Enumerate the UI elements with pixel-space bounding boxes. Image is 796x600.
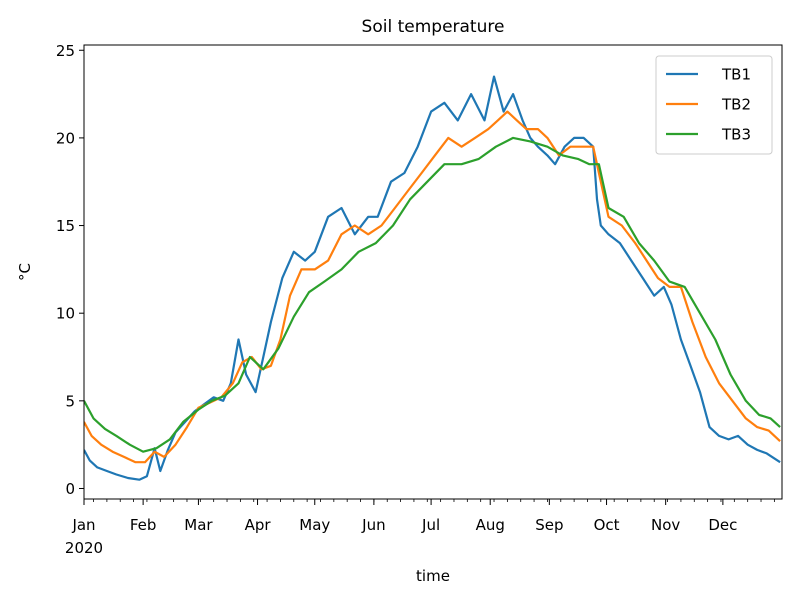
x-tick-label: Apr bbox=[245, 516, 272, 534]
series-line-tb3 bbox=[84, 136, 781, 453]
x-tick-label: Jul bbox=[421, 516, 440, 534]
y-tick-label: 20 bbox=[56, 129, 75, 147]
x-axis-year-label: 2020 bbox=[65, 539, 103, 557]
axes-frame bbox=[83, 44, 783, 500]
series-line-tb1 bbox=[84, 75, 781, 481]
series-lines bbox=[84, 75, 781, 481]
plot-area bbox=[84, 75, 781, 481]
y-tick-label: 10 bbox=[56, 305, 75, 323]
y-tick-label: 25 bbox=[56, 42, 75, 60]
x-tick-label: May bbox=[299, 516, 330, 534]
y-tick-label: 15 bbox=[56, 217, 75, 235]
y-axis-label: °C bbox=[16, 263, 34, 281]
y-tick-label: 5 bbox=[65, 392, 75, 410]
legend-box bbox=[655, 55, 773, 155]
x-tick-label: Mar bbox=[184, 516, 213, 534]
legend-label-tb1: TB1 bbox=[721, 66, 751, 84]
x-axis-label: time bbox=[416, 567, 450, 585]
axes: 0 5 10 15 20 25 Jan Feb Mar Apr May Jun Jul Aug Sep Oct… bbox=[56, 42, 783, 534]
x-tick-label: Feb bbox=[130, 516, 157, 534]
x-tick-label: Oct bbox=[594, 516, 620, 534]
legend-label-tb2: TB2 bbox=[721, 96, 751, 114]
legend-label-tb3: TB3 bbox=[721, 126, 751, 144]
y-tick-label: 0 bbox=[65, 480, 75, 498]
legend: TB1 TB2 TB3 bbox=[655, 55, 773, 155]
chart-title: Soil temperature bbox=[362, 17, 505, 37]
series-line-tb2 bbox=[84, 110, 781, 464]
x-tick-label: Jun bbox=[361, 516, 385, 534]
x-tick-label: Jan bbox=[71, 516, 95, 534]
x-tick-label: Nov bbox=[651, 516, 680, 534]
x-tick-label: Aug bbox=[476, 516, 505, 534]
x-tick-label: Sep bbox=[535, 516, 563, 534]
x-tick-label: Dec bbox=[708, 516, 737, 534]
